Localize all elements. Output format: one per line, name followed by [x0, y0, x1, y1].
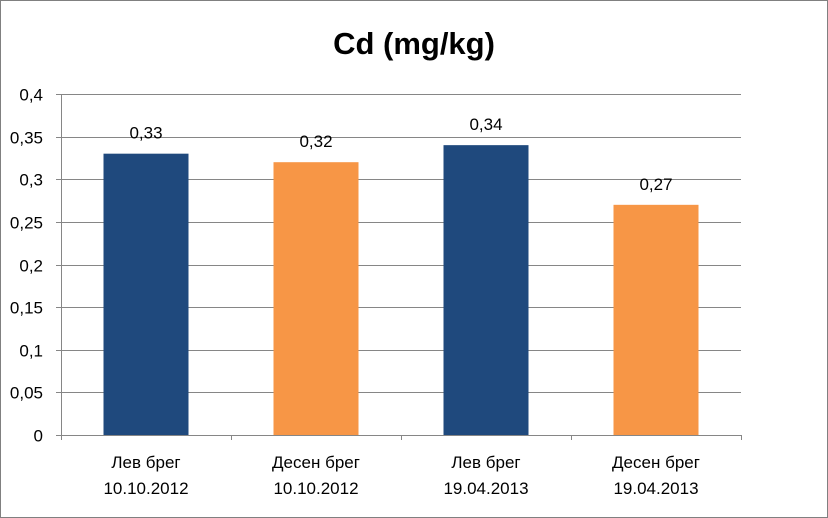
x-category-label: 19.04.2013	[443, 479, 528, 498]
x-category-label: Лев брег	[111, 453, 180, 472]
x-axis-categories: Лев брег 10.10.2012 Десен брег 10.10.2012 Ле…	[103, 453, 699, 498]
bars	[103, 145, 699, 436]
y-tick-label: 0,15	[10, 299, 43, 318]
y-tick-label: 0,1	[19, 342, 43, 361]
data-label: 0,32	[299, 132, 332, 151]
x-category-label: Лев брег	[451, 453, 520, 472]
x-category-label: Десен брег	[272, 453, 360, 472]
x-category-label: 10.10.2012	[273, 479, 358, 498]
y-tick-label: 0	[34, 427, 43, 446]
y-tick-label: 0,3	[19, 171, 43, 190]
data-label: 0,33	[129, 124, 162, 143]
x-category-label: 10.10.2012	[103, 479, 188, 498]
y-tick-label: 0,05	[10, 384, 43, 403]
bar	[103, 153, 189, 436]
bar	[613, 204, 699, 435]
y-tick-label: 0,4	[19, 86, 43, 105]
bar	[273, 162, 359, 435]
data-label: 0,27	[639, 175, 672, 194]
y-tick-label: 0,25	[10, 214, 43, 233]
x-category-label: 19.04.2013	[613, 479, 698, 498]
y-tick-label: 0,2	[19, 257, 43, 276]
x-category-label: Десен брег	[612, 453, 700, 472]
data-label: 0,34	[469, 115, 502, 134]
axes	[61, 94, 742, 440]
bar	[443, 145, 529, 435]
data-labels: 0,33 0,32 0,34 0,27	[129, 115, 672, 194]
chart-title: Cd (mg/kg)	[333, 26, 495, 61]
y-axis-ticks: 0 0,05 0,1 0,15 0,2 0,25 0,3 0,35 0,4	[10, 86, 61, 446]
y-tick-label: 0,35	[10, 129, 43, 148]
